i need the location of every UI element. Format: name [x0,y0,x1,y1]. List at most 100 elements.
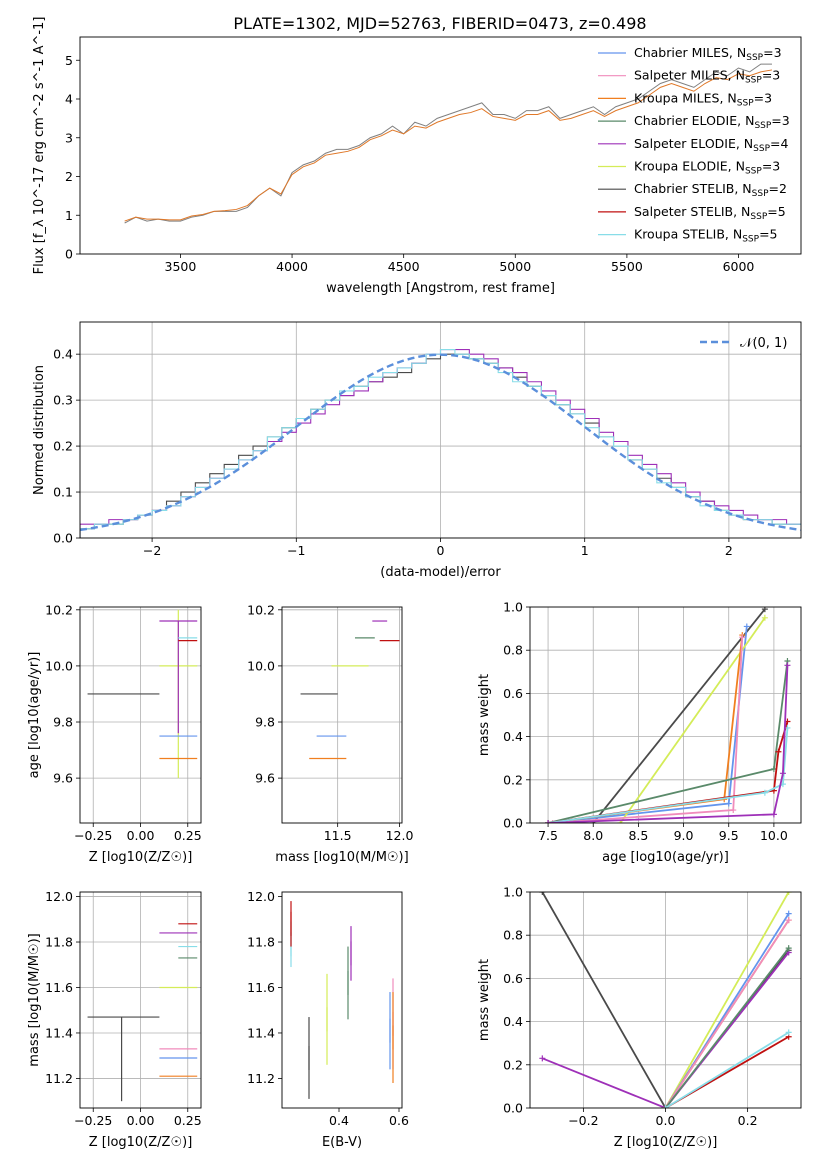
y-tick-label: 1.0 [503,600,523,615]
series-line-salpeter-miles [664,919,790,1108]
x-tick-label: 0.0 [656,1113,676,1128]
y-axis-label: mass [log10(M/M☉)] [27,933,42,1066]
series-line-salpeter-elodie [541,951,790,1108]
x-tick-label: 10.0 [760,828,788,843]
x-tick-label: 11.5 [324,828,352,843]
x-tick-label: 0.00 [127,1113,155,1128]
series-line-data [124,63,772,224]
panel-mass-vs-Z: −0.25 0.00 0.25 11.2 11.4 11.6 11.8 12.0 Z [log1… [27,889,202,1150]
series-line-chabrier-elodie [664,947,790,1108]
y-tick-label: 0.0 [503,816,523,831]
x-axis-label: E(B-V) [322,1135,362,1150]
series-line-chabrier-stelib [592,608,766,823]
series-line-salpeter-miles [552,637,744,823]
x-tick-label: 0.6 [389,1113,409,1128]
panel-spectrum: 3500 4000 4500 5000 5500 6000 0 1 2 3 4 5 wavelength… [32,17,802,296]
y-axis-label: mass weight [477,959,492,1041]
x-tick-label: 4500 [388,259,420,274]
x-tick-label: 2 [725,543,733,558]
y-tick-label: 10.2 [247,602,275,617]
axes-frame [79,606,202,824]
plot-area [290,901,394,1099]
y-tick-label: 10.0 [247,658,275,673]
plot-area [530,892,801,1108]
x-tick-label: 7.5 [538,828,558,843]
data-point [739,634,746,641]
y-tick-label: 0.4 [53,347,73,362]
x-tick-label: 0.2 [738,1113,758,1128]
series-line-kroupa-stelib [547,727,789,823]
normal-curve [80,353,801,532]
y-tick-label: 9.8 [53,715,73,730]
plot-area [530,607,801,823]
x-tick-label: 4000 [276,259,308,274]
x-tick-label: 3500 [165,259,197,274]
y-tick-label: 0.0 [53,531,73,546]
y-tick-label: 5 [65,53,73,68]
series-line-chabrier-miles [547,626,748,823]
x-tick-label: 8.0 [583,828,603,843]
x-axis-label: Z [log10(Z/Z☉)] [89,850,193,865]
data-point [761,614,768,621]
y-tick-label: 0.2 [53,439,73,454]
y-tick-label: 12.0 [247,889,275,904]
y-tick-label: 1 [65,208,73,223]
series-line-kroupa-stelib [665,1031,790,1108]
legend-entry: 𝒩(0, 1) [740,336,787,351]
data-point [785,917,792,924]
y-tick-label: 0.4 [503,729,523,744]
panel-residuals: −2 −1 0 1 2 0.0 0.1 0.2 0.3 0.4 (data-model)/error… [32,321,802,580]
y-tick-label: 0.2 [503,772,523,787]
legend-entry: Chabrier STELIB, NSSP=2 [634,181,787,199]
series-line-kroupa-elodie [619,617,766,823]
y-tick-label: 0.0 [503,1101,523,1116]
plot-area [80,892,201,1108]
y-axis-label: mass weight [477,674,492,756]
plot-area [80,607,201,823]
x-tick-label: 0.4 [329,1113,349,1128]
y-axis-label: Flux [f_λ 10^-17 erg cm^-2 s^-1 A^-1] [32,17,47,275]
legend-entry: Salpeter STELIB, NSSP=5 [634,204,786,222]
y-tick-label: 0.2 [503,1057,523,1072]
panel-weight-vs-Z: −0.2 0.0 0.2 0.0 0.2 0.4 0.6 0.8 1.0 Z [log10(Z/Z… [477,885,802,1150]
data-point [779,770,786,777]
plot-area [282,607,402,823]
data-point [785,945,792,952]
legend-entry: Chabrier ELODIE, NSSP=3 [634,113,790,131]
x-tick-label: −0.2 [568,1113,598,1128]
y-tick-label: 9.6 [53,771,73,786]
x-tick-label: 5500 [611,259,643,274]
y-tick-label: 11.2 [45,1071,73,1086]
y-axis-label: age [log10(age/yr)] [27,652,42,779]
y-tick-label: 2 [65,169,73,184]
y-tick-label: 11.6 [45,980,73,995]
data-point [725,800,732,807]
y-tick-label: 0.4 [503,1014,523,1029]
legend-entry: Kroupa MILES, NSSP=3 [634,90,772,108]
legend-entry: Kroupa ELODIE, NSSP=3 [634,159,780,177]
axes-frame [529,606,802,824]
y-tick-label: 0.6 [503,686,523,701]
plot-area [124,63,773,224]
x-tick-label: 9.5 [719,828,739,843]
series-line-model [124,69,773,222]
y-tick-label: 11.6 [247,980,275,995]
y-tick-label: 11.4 [247,1025,275,1040]
x-tick-label: 0.00 [127,828,155,843]
x-axis-label: mass [log10(M/M☉)] [275,850,408,865]
legend-entry: Kroupa STELIB, NSSP=5 [634,227,778,245]
data-point [545,820,552,823]
x-tick-label: −0.25 [74,828,112,843]
x-tick-label: 9.0 [674,828,694,843]
x-tick-label: 0 [437,543,445,558]
data-point [770,811,777,818]
y-tick-label: 11.8 [45,935,73,950]
y-tick-label: 0.3 [53,393,73,408]
x-axis-label: wavelength [Angstrom, rest frame] [326,281,555,296]
y-tick-label: 12.0 [45,889,73,904]
y-tick-label: 4 [65,92,73,107]
panel-mass-vs-ebv: 0.4 0.6 11.2 11.4 11.6 11.8 12.0 E(B-V) [247,889,409,1150]
series-line-kroupa-miles [547,634,744,823]
data-point [785,892,792,895]
x-tick-label: 1 [581,543,589,558]
